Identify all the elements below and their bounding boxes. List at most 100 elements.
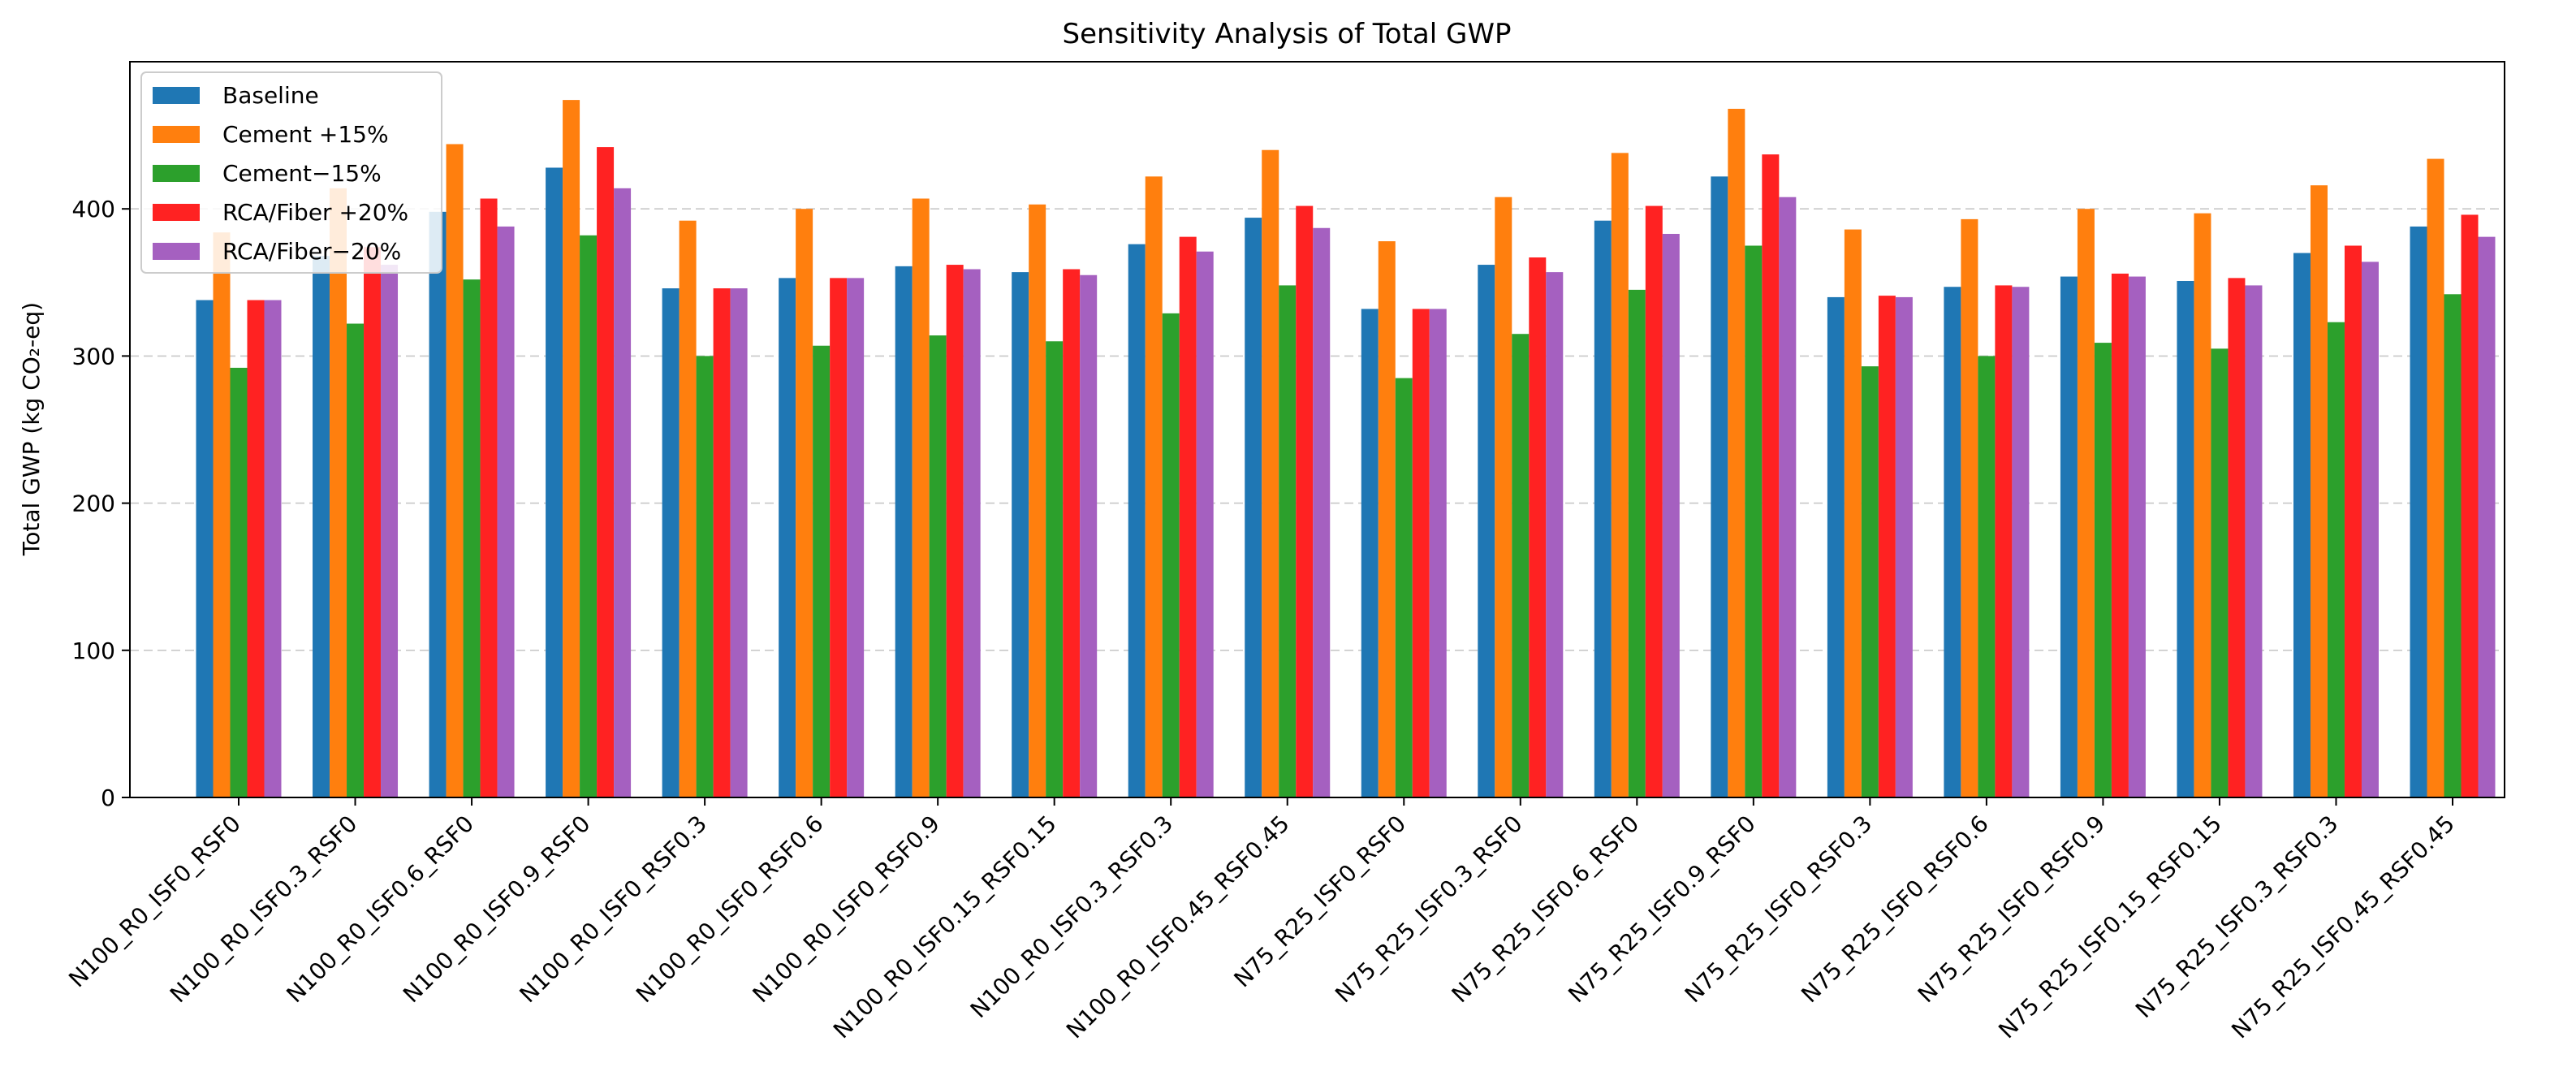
x-tick-label: N75_R25_ISF0.6_RSF0	[1447, 810, 1645, 1009]
bar	[2077, 209, 2095, 797]
bar	[1478, 265, 1495, 797]
legend-swatch	[153, 126, 200, 143]
y-tick-label: 100	[72, 637, 115, 664]
bar	[347, 323, 365, 797]
bar	[1529, 257, 1547, 798]
bar	[1262, 149, 1279, 798]
bar	[929, 335, 947, 798]
x-tick-label: N100_R0_ISF0_RSF0.3	[514, 810, 712, 1009]
legend-box	[140, 71, 442, 274]
bar	[1361, 309, 1379, 797]
bar	[2461, 214, 2479, 797]
legend-swatch	[153, 87, 200, 104]
bar	[230, 367, 248, 797]
bar	[1046, 341, 1064, 797]
plot-area-frame	[129, 61, 2505, 798]
bar	[1978, 356, 1996, 797]
bar	[1012, 272, 1029, 798]
bar	[1944, 287, 1961, 798]
bar	[546, 167, 563, 798]
bar	[1179, 236, 1197, 797]
bar	[895, 266, 913, 797]
bar	[946, 265, 964, 797]
bar	[1662, 234, 1680, 797]
bar	[1611, 153, 1629, 797]
legend-label: RCA/Fiber−20%	[222, 238, 401, 265]
bar	[813, 345, 831, 797]
bar	[563, 100, 580, 797]
bar	[2012, 287, 2030, 798]
bar	[1728, 108, 1745, 797]
legend-swatch	[153, 243, 200, 260]
x-tick-label: N100_R0_ISF0.9_RSF0	[398, 810, 596, 1009]
bar	[1827, 296, 1845, 797]
bar	[429, 211, 447, 798]
bar	[213, 232, 231, 797]
bar	[2111, 273, 2129, 798]
bar	[2478, 236, 2496, 797]
x-tick-label: N75_R25_ISF0.3_RSF0	[1330, 810, 1528, 1009]
bar	[1895, 296, 1913, 797]
bar	[2194, 213, 2211, 797]
bar	[264, 300, 282, 797]
bar	[364, 247, 382, 797]
bar	[313, 256, 330, 798]
bar	[580, 235, 598, 797]
bar	[1412, 309, 1430, 797]
bar	[662, 288, 680, 798]
bars	[196, 100, 2496, 798]
bar	[713, 288, 731, 798]
bar	[796, 209, 813, 797]
bar	[2444, 294, 2462, 797]
bar	[1628, 289, 1646, 797]
bar	[2427, 158, 2444, 798]
x-tick-label: N75_R25_ISF0.45_RSF0.45	[2226, 810, 2460, 1044]
bar	[1429, 309, 1447, 797]
bar	[847, 278, 865, 797]
bar	[2094, 343, 2112, 797]
chart-title: Sensitivity Analysis of Total GWP	[1063, 18, 1512, 50]
bar	[497, 226, 515, 798]
bar	[1196, 251, 1214, 797]
bar	[696, 356, 714, 797]
bar	[2410, 226, 2427, 798]
y-axis-label: Total GWP (kg CO₂-eq)	[18, 302, 45, 556]
x-tick-label: N100_R0_ISF0_RSF0.9	[748, 810, 946, 1009]
legend: Baseline Cement +15% Cement−15% RCA/Fiber +…	[140, 71, 442, 274]
x-tick-label: N75_R25_ISF0_RSF0.3	[1680, 810, 1878, 1009]
bar	[1080, 274, 1098, 797]
bar	[597, 147, 615, 797]
bar	[381, 265, 399, 797]
x-tick-label: N75_R25_ISF0_RSF0.9	[1913, 810, 2111, 1009]
bar	[1162, 313, 1180, 797]
x-axis: N100_R0_ISF0_RSF0N100_R0_ISF0.3_RSF0N100…	[63, 797, 2460, 1044]
legend-label: Baseline	[222, 82, 319, 109]
bar	[1145, 176, 1163, 797]
legend-label: RCA/Fiber +20%	[222, 199, 408, 226]
x-tick-label: N75_R25_ISF0_RSF0.6	[1796, 810, 1994, 1009]
bar	[1861, 366, 1879, 798]
bar	[1878, 296, 1896, 797]
legend-label: Cement−15%	[222, 160, 382, 187]
bar	[2060, 276, 2078, 797]
bar	[1245, 218, 1262, 797]
x-tick-label: N75_R25_ISF0.3_RSF0.3	[2130, 810, 2343, 1023]
bar	[1296, 205, 1314, 798]
bar	[1495, 197, 1512, 798]
legend-label: Cement +15%	[222, 121, 389, 148]
bar	[1762, 154, 1780, 797]
x-tick-label: N75_R25_ISF0.15_RSF0.15	[1993, 810, 2227, 1044]
bar	[2344, 245, 2362, 797]
bar	[1029, 204, 1046, 797]
bar	[1844, 229, 1862, 797]
x-tick-label: N100_R0_ISF0.6_RSF0	[281, 810, 479, 1009]
bar	[679, 220, 697, 797]
bar	[1395, 378, 1413, 798]
bar	[330, 188, 347, 797]
bar	[779, 278, 796, 797]
bar	[1745, 245, 1763, 797]
bar	[1128, 244, 1146, 797]
x-tick-label: N100_R0_ISF0.15_RSF0.15	[828, 810, 1062, 1044]
